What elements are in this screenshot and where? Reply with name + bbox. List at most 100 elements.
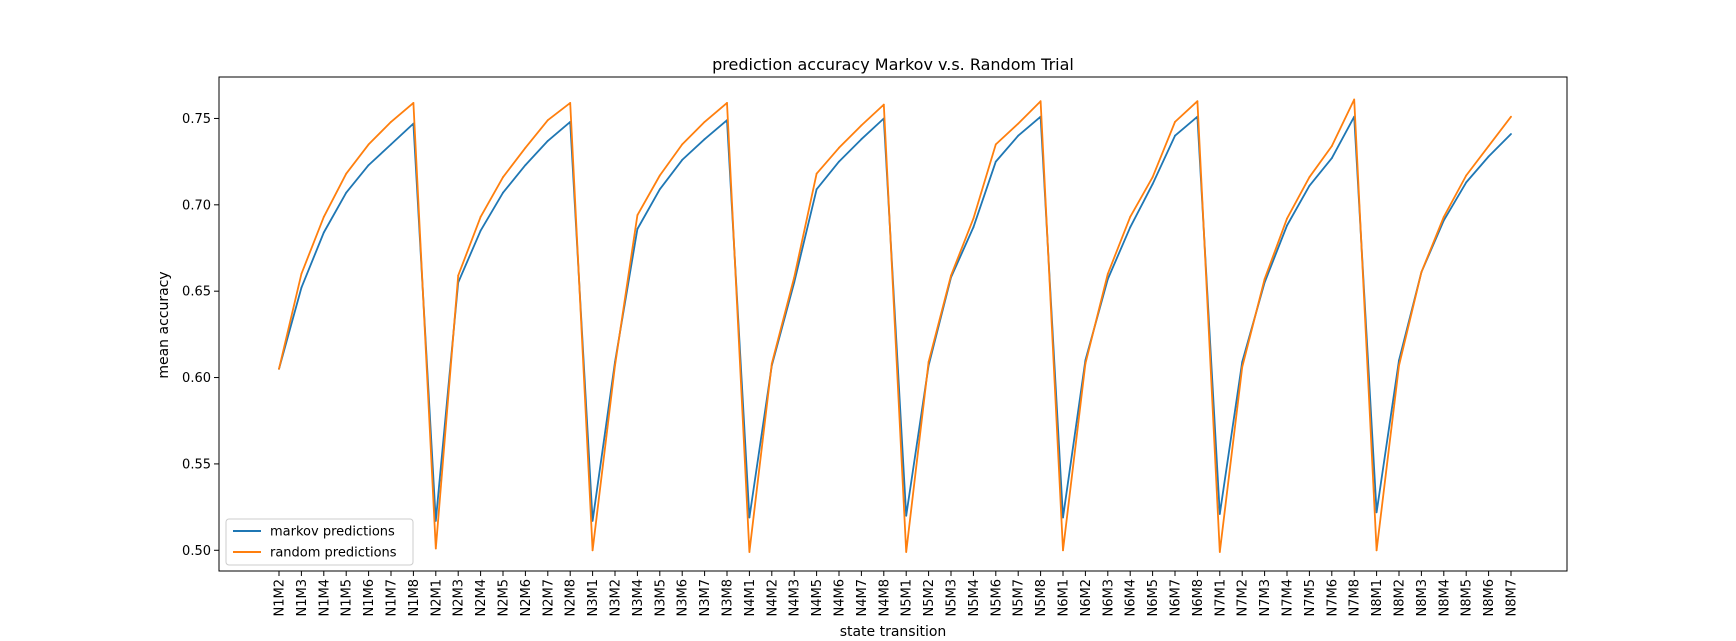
series-line-random bbox=[278, 98, 1512, 553]
x-tick-label: N4M5 bbox=[810, 579, 825, 616]
x-tick-label: N1M6 bbox=[362, 579, 377, 616]
x-tick-label: N7M1 bbox=[1213, 579, 1228, 616]
x-tick-label: N2M1 bbox=[429, 579, 444, 616]
data-point bbox=[1353, 98, 1356, 101]
data-point bbox=[1129, 226, 1132, 229]
data-point bbox=[950, 274, 952, 277]
data-point bbox=[502, 176, 504, 179]
data-point bbox=[502, 191, 504, 194]
data-point bbox=[569, 102, 572, 104]
data-point bbox=[1375, 511, 1378, 514]
x-tick-label: N3M1 bbox=[586, 579, 601, 616]
x-tick-label: N8M3 bbox=[1415, 579, 1430, 616]
data-point bbox=[1308, 184, 1311, 187]
data-point bbox=[838, 146, 840, 149]
data-point bbox=[1129, 216, 1132, 218]
x-tick-label: N4M2 bbox=[765, 579, 780, 616]
data-point bbox=[636, 214, 639, 217]
data-point bbox=[1174, 134, 1176, 137]
data-point bbox=[367, 143, 370, 146]
data-point bbox=[972, 226, 975, 229]
x-tick-label: N4M7 bbox=[855, 579, 870, 616]
data-point bbox=[479, 216, 482, 218]
data-point bbox=[546, 119, 549, 122]
x-tick-label: N5M7 bbox=[1012, 579, 1027, 616]
data-point bbox=[614, 364, 616, 367]
x-tick-label: N6M5 bbox=[1146, 579, 1161, 616]
y-tick-label: 0.75 bbox=[182, 112, 211, 127]
data-point bbox=[838, 160, 840, 163]
x-tick-label: N6M4 bbox=[1124, 579, 1139, 616]
data-point bbox=[524, 164, 527, 167]
data-point bbox=[1241, 366, 1244, 369]
data-point bbox=[748, 551, 751, 553]
axes-frame bbox=[218, 76, 1568, 572]
data-point bbox=[770, 362, 773, 365]
data-point bbox=[1106, 273, 1109, 275]
data-point bbox=[322, 231, 325, 234]
data-point bbox=[681, 159, 684, 161]
x-tick-label: N6M1 bbox=[1057, 579, 1072, 616]
x-tick-label: N2M3 bbox=[452, 579, 467, 616]
x-tick-label: N2M5 bbox=[497, 579, 512, 616]
x-tick-label: N8M2 bbox=[1393, 579, 1408, 616]
x-tick-label: N7M2 bbox=[1236, 579, 1251, 616]
x-tick-label: N1M7 bbox=[385, 579, 400, 616]
legend-label: markov predictions bbox=[270, 525, 395, 540]
data-point bbox=[1375, 549, 1378, 552]
x-tick-label: N6M3 bbox=[1101, 579, 1116, 616]
data-point bbox=[994, 143, 997, 146]
data-point bbox=[1174, 121, 1176, 123]
data-point bbox=[1465, 174, 1468, 177]
data-point bbox=[345, 172, 348, 175]
x-tick-label: N8M7 bbox=[1505, 579, 1520, 616]
data-point bbox=[1017, 134, 1020, 137]
data-point bbox=[1084, 362, 1087, 365]
data-point bbox=[1062, 549, 1064, 552]
data-point bbox=[703, 138, 706, 141]
x-tick-label: N4M6 bbox=[833, 579, 848, 616]
x-tick-label: N4M8 bbox=[877, 579, 892, 616]
y-tick-label: 0.55 bbox=[182, 457, 211, 472]
x-tick-label: N2M7 bbox=[541, 579, 556, 616]
x-tick-label: N8M4 bbox=[1437, 579, 1452, 616]
data-point bbox=[1151, 183, 1154, 186]
data-point bbox=[860, 138, 863, 141]
data-point bbox=[1263, 278, 1266, 280]
data-point bbox=[1398, 364, 1400, 367]
x-tick-label: N3M8 bbox=[721, 579, 736, 616]
data-point bbox=[1510, 133, 1512, 135]
data-point bbox=[726, 102, 728, 104]
data-point bbox=[972, 217, 975, 220]
data-point bbox=[1017, 122, 1020, 125]
data-point bbox=[479, 229, 482, 232]
data-point bbox=[1420, 271, 1423, 274]
y-tick-label: 0.70 bbox=[182, 198, 211, 213]
x-tick-label: N6M2 bbox=[1079, 579, 1094, 616]
data-point bbox=[860, 124, 863, 127]
x-tick-label: N5M8 bbox=[1034, 579, 1049, 616]
data-point bbox=[882, 103, 885, 106]
data-point bbox=[1039, 100, 1042, 103]
x-tick-label: N7M3 bbox=[1258, 579, 1273, 616]
data-point bbox=[457, 274, 460, 277]
data-point bbox=[1308, 176, 1311, 179]
x-tick-label: N4M3 bbox=[788, 579, 803, 616]
x-tick-label: N6M7 bbox=[1169, 579, 1184, 616]
data-point bbox=[300, 273, 303, 275]
data-point bbox=[434, 520, 437, 522]
data-point bbox=[1442, 216, 1445, 218]
data-point bbox=[591, 520, 594, 522]
data-point bbox=[1286, 224, 1288, 227]
x-tick-label: N5M4 bbox=[967, 579, 982, 616]
legend-label: random predictions bbox=[270, 546, 397, 561]
x-tick-label: N3M5 bbox=[653, 579, 668, 616]
data-point bbox=[1218, 551, 1221, 553]
x-tick-label: N8M6 bbox=[1482, 579, 1497, 616]
x-tick-label: N7M6 bbox=[1325, 579, 1340, 616]
data-point bbox=[994, 160, 997, 163]
x-tick-label: N5M6 bbox=[989, 579, 1004, 616]
x-tick-label: N8M1 bbox=[1370, 579, 1385, 616]
data-point bbox=[1286, 217, 1288, 220]
